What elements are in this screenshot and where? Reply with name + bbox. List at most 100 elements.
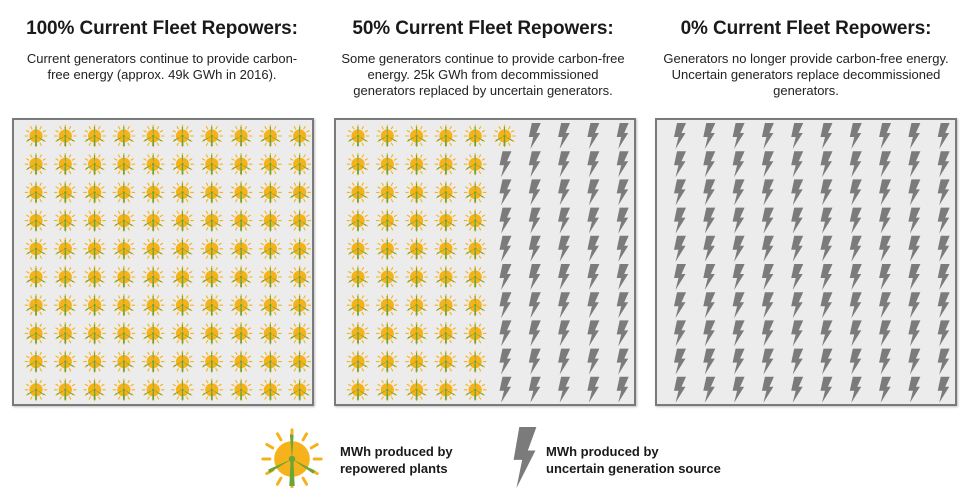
uncertain-lightning-bolt-icon bbox=[761, 264, 774, 290]
repowered-sun-turbine-icon bbox=[24, 378, 48, 402]
repowered-sun-turbine-icon bbox=[141, 322, 165, 345]
uncertain-lightning-bolt-icon bbox=[558, 207, 571, 234]
uncertain-lightning-bolt-icon bbox=[732, 376, 745, 403]
uncertain-lightning-bolt-icon bbox=[908, 179, 921, 206]
uncertain-lightning-bolt-icon bbox=[908, 376, 921, 403]
uncertain-lightning-bolt-icon bbox=[791, 151, 804, 178]
repowered-sun-turbine-icon bbox=[346, 152, 370, 176]
legend-uncertain-label: MWh produced by uncertain generation sou… bbox=[546, 443, 721, 477]
repowered-sun-turbine-icon bbox=[112, 124, 136, 148]
uncertain-lightning-bolt-icon bbox=[674, 151, 686, 178]
uncertain-lightning-bolt-icon bbox=[761, 235, 774, 262]
repowered-sun-turbine-icon bbox=[83, 209, 106, 232]
repowered-sun-turbine-icon bbox=[171, 378, 194, 402]
repowered-sun-turbine-icon bbox=[288, 237, 312, 261]
panel-description-line: free energy (approx. 49k GWh in 2016). bbox=[47, 67, 277, 82]
repowered-sun-turbine-icon bbox=[405, 237, 428, 261]
uncertain-lightning-bolt-icon bbox=[820, 348, 833, 375]
repowered-sun-turbine-icon bbox=[375, 350, 399, 373]
uncertain-lightning-bolt-icon bbox=[703, 292, 716, 319]
uncertain-lightning-bolt-icon bbox=[937, 207, 950, 234]
repowered-sun-turbine-icon bbox=[434, 181, 458, 204]
uncertain-lightning-bolt-icon bbox=[849, 348, 862, 375]
uncertain-lightning-bolt-icon bbox=[558, 348, 571, 375]
uncertain-lightning-bolt-icon bbox=[674, 264, 686, 290]
uncertain-lightning-bolt-icon bbox=[558, 179, 571, 206]
repowered-sun-turbine-icon bbox=[83, 322, 106, 345]
repowered-sun-turbine-icon bbox=[200, 350, 224, 373]
repowered-sun-turbine-icon bbox=[375, 237, 399, 261]
legend-repowered bbox=[256, 426, 328, 493]
uncertain-lightning-bolt-icon bbox=[703, 123, 716, 149]
uncertain-lightning-bolt-icon bbox=[732, 207, 745, 234]
uncertain-lightning-bolt-icon bbox=[937, 235, 950, 262]
uncertain-lightning-bolt-icon bbox=[879, 235, 892, 262]
uncertain-lightning-bolt-icon bbox=[587, 348, 600, 375]
repowered-sun-turbine-icon bbox=[83, 293, 106, 317]
uncertain-lightning-bolt-icon bbox=[499, 235, 512, 262]
uncertain-lightning-bolt-icon bbox=[616, 264, 629, 290]
repowered-sun-turbine-icon bbox=[229, 265, 253, 289]
repowered-sun-turbine-icon bbox=[463, 378, 487, 402]
uncertain-lightning-bolt-icon bbox=[908, 151, 921, 178]
uncertain-lightning-bolt-icon bbox=[761, 151, 774, 178]
repowered-sun-turbine-icon bbox=[141, 124, 165, 148]
repowered-sun-turbine-icon bbox=[141, 350, 165, 373]
repowered-sun-turbine-icon bbox=[259, 350, 282, 373]
repowered-sun-turbine-icon bbox=[434, 237, 458, 261]
repowered-sun-turbine-icon bbox=[53, 152, 77, 176]
uncertain-lightning-bolt-icon bbox=[587, 123, 600, 149]
uncertain-lightning-bolt-icon bbox=[674, 123, 686, 149]
uncertain-lightning-bolt-icon bbox=[908, 264, 921, 290]
repowered-sun-turbine-icon bbox=[346, 124, 370, 148]
uncertain-lightning-bolt-icon bbox=[732, 264, 745, 290]
repowered-sun-turbine-icon bbox=[24, 322, 48, 345]
legend-label-line: repowered plants bbox=[340, 461, 448, 476]
repowered-sun-turbine-icon bbox=[229, 181, 253, 204]
uncertain-lightning-bolt-icon bbox=[558, 292, 571, 319]
uncertain-lightning-bolt-icon bbox=[674, 207, 686, 234]
uncertain-lightning-bolt-icon bbox=[528, 151, 541, 178]
uncertain-lightning-bolt-icon bbox=[849, 123, 862, 149]
repowered-sun-turbine-icon bbox=[229, 124, 253, 148]
repowered-sun-turbine-icon bbox=[24, 124, 48, 148]
uncertain-lightning-bolt-icon bbox=[499, 207, 512, 234]
uncertain-lightning-bolt-icon bbox=[761, 320, 774, 347]
uncertain-lightning-bolt-icon bbox=[937, 320, 950, 347]
repowered-sun-turbine-icon bbox=[112, 265, 136, 289]
repowered-sun-turbine-icon bbox=[463, 350, 487, 373]
uncertain-lightning-bolt-icon bbox=[528, 264, 541, 290]
uncertain-lightning-bolt-icon bbox=[587, 320, 600, 347]
uncertain-lightning-bolt-icon bbox=[616, 207, 629, 234]
repowered-sun-turbine-icon bbox=[83, 124, 106, 148]
repowered-sun-turbine-icon bbox=[288, 293, 312, 317]
repowered-sun-turbine-icon bbox=[53, 378, 77, 402]
repowered-sun-turbine-icon bbox=[434, 124, 458, 148]
repowered-sun-turbine-icon bbox=[229, 152, 253, 176]
panel-title: 100% Current Fleet Repowers: bbox=[26, 18, 298, 39]
panel-description-line: generators. bbox=[773, 83, 839, 98]
uncertain-lightning-bolt-icon bbox=[908, 292, 921, 319]
uncertain-lightning-bolt-icon bbox=[528, 376, 541, 403]
panel-description-line: generators replaced by uncertain generat… bbox=[353, 83, 613, 98]
repowered-sun-turbine-icon bbox=[53, 350, 77, 373]
uncertain-lightning-bolt-icon bbox=[820, 264, 833, 290]
uncertain-lightning-bolt-icon bbox=[732, 151, 745, 178]
uncertain-lightning-bolt-icon bbox=[937, 264, 950, 290]
repowered-sun-turbine-icon bbox=[112, 293, 136, 317]
uncertain-lightning-bolt-icon bbox=[528, 179, 541, 206]
repowered-sun-turbine-icon bbox=[171, 124, 194, 148]
repowered-sun-turbine-icon bbox=[346, 293, 370, 317]
panel-description-line: Generators no longer provide carbon-free… bbox=[663, 51, 949, 66]
uncertain-lightning-bolt-icon bbox=[703, 264, 716, 290]
repowered-sun-turbine-icon bbox=[171, 322, 194, 345]
uncertain-lightning-bolt-icon bbox=[879, 264, 892, 290]
repowered-sun-turbine-icon bbox=[141, 293, 165, 317]
uncertain-lightning-bolt-icon bbox=[499, 151, 512, 178]
repowered-sun-turbine-icon bbox=[171, 350, 194, 373]
uncertain-lightning-bolt-icon bbox=[849, 292, 862, 319]
repowered-sun-turbine-icon bbox=[375, 152, 399, 176]
repowered-sun-turbine-icon bbox=[434, 322, 458, 345]
uncertain-lightning-bolt-icon bbox=[820, 376, 833, 403]
uncertain-lightning-bolt-icon bbox=[820, 207, 833, 234]
